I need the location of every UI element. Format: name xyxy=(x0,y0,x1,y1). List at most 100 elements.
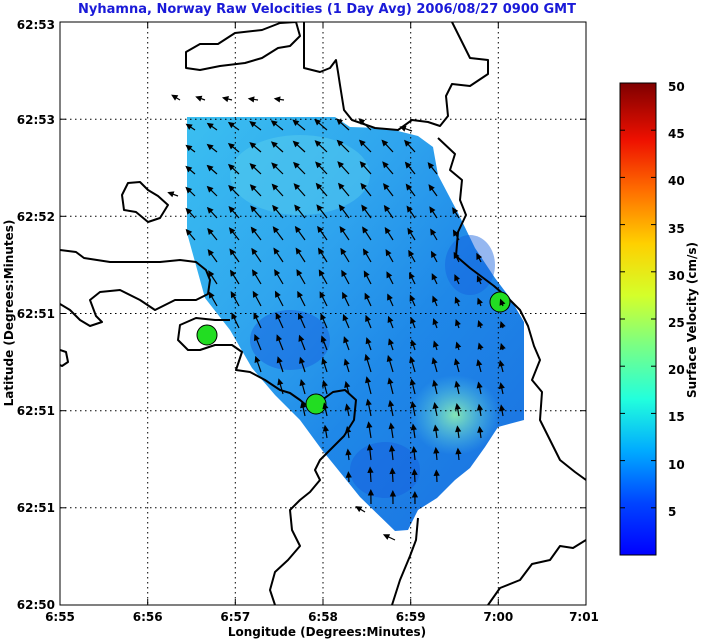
velocity-vector-head xyxy=(273,247,280,255)
velocity-vector-head xyxy=(249,142,257,149)
velocity-vector-head xyxy=(342,313,349,322)
velocity-vector-head xyxy=(432,379,439,387)
velocity-vector-head xyxy=(315,161,322,169)
velocity-vector-head xyxy=(206,206,214,214)
y-tick-label: 62:51 xyxy=(17,307,55,321)
velocity-vector-head xyxy=(229,248,236,256)
velocity-vector-head xyxy=(338,204,346,212)
velocity-lowspot xyxy=(350,442,420,498)
velocity-vector-head xyxy=(410,316,416,325)
velocity-vector-head xyxy=(185,207,193,215)
velocity-vector-head xyxy=(345,471,352,478)
velocity-vector-head xyxy=(249,163,257,170)
velocity-vector-head xyxy=(477,320,484,328)
velocity-vector-head xyxy=(399,125,407,132)
velocity-vector-head xyxy=(383,204,391,213)
velocity-vector-head xyxy=(477,297,483,305)
velocity-vector-head xyxy=(252,290,259,298)
y-tick-label: 62:51 xyxy=(17,501,55,515)
velocity-hotspot xyxy=(230,135,370,215)
velocity-vector-head xyxy=(230,290,237,299)
velocity-vector-head xyxy=(275,312,282,320)
velocity-vector-head xyxy=(277,378,284,386)
velocity-vector-head xyxy=(367,488,375,496)
velocity-vector-head xyxy=(411,445,418,453)
velocity-vector-head xyxy=(455,319,461,327)
x-axis-label: Longitude (Degrees:Minutes) xyxy=(228,625,426,639)
velocity-vector-head xyxy=(363,270,370,278)
velocity-vector-head xyxy=(455,341,462,349)
y-axis: 62:53 62:53 62:52 62:51 62:51 62:51 62:5… xyxy=(2,18,586,612)
velocity-vector-head xyxy=(432,402,439,409)
velocity-vector-head xyxy=(407,227,414,235)
velocity-vector-head xyxy=(410,339,417,347)
velocity-vector-head xyxy=(411,468,418,476)
velocity-vector-head xyxy=(317,247,325,255)
colorbar-tick-label: 30 xyxy=(668,269,685,283)
velocity-vector-head xyxy=(366,443,374,451)
velocity-vector-head xyxy=(321,357,328,365)
velocity-vector-head xyxy=(299,378,306,387)
velocity-vector-head xyxy=(185,165,193,173)
velocity-vector-head xyxy=(432,424,440,432)
velocity-vector-head xyxy=(406,205,413,213)
velocity-vector-head xyxy=(386,271,393,279)
colorbar-tick-label: 25 xyxy=(668,316,685,330)
velocity-vector-head xyxy=(405,183,413,191)
velocity-vector-head xyxy=(294,225,302,233)
velocity-vector-head xyxy=(250,205,257,213)
velocity-vector-head xyxy=(355,506,363,513)
velocity-vector-head xyxy=(388,338,394,346)
velocity-vector-head xyxy=(314,140,322,147)
velocity-vector-head xyxy=(388,422,395,430)
velocity-vector-head xyxy=(249,121,257,128)
y-tick-label: 62:50 xyxy=(17,598,55,612)
velocity-vector-head xyxy=(499,404,506,412)
velocity-vector-head xyxy=(337,182,345,190)
velocity-vector-head xyxy=(452,229,459,237)
velocity-vector-head xyxy=(498,359,505,367)
velocity-vector-head xyxy=(231,312,238,320)
velocity-vector-head xyxy=(476,403,484,411)
site-marker xyxy=(196,324,218,346)
velocity-vector-head xyxy=(433,469,440,476)
velocity-vector-head xyxy=(452,207,459,215)
velocity-vector-head xyxy=(341,269,348,277)
velocity-vector-head xyxy=(477,342,484,350)
velocity-vector-head xyxy=(388,444,396,452)
velocity-vector-head xyxy=(430,228,437,236)
velocity-vector-head xyxy=(409,272,415,280)
velocity-vector-head xyxy=(453,251,460,259)
velocity-vector-head xyxy=(454,274,460,282)
colorbar-tick-label: 35 xyxy=(668,222,685,236)
colorbar-gradient xyxy=(619,82,657,556)
velocity-vector-head xyxy=(453,358,460,366)
velocity-vector-head xyxy=(498,382,505,390)
velocity-vector-head xyxy=(299,356,305,364)
velocity-vector-head xyxy=(361,204,368,212)
velocity-vector-head xyxy=(384,226,391,235)
velocity-vector-head xyxy=(229,269,237,277)
velocity-vector-head xyxy=(427,162,435,170)
velocity-vector-head xyxy=(386,354,393,363)
y-tick-label: 62:53 xyxy=(17,113,55,127)
velocity-vector-head xyxy=(185,186,193,194)
velocity-vector-head xyxy=(432,340,439,348)
velocity-vector-head xyxy=(365,337,372,345)
velocity-vector-head xyxy=(270,141,278,148)
velocity-vector-head xyxy=(276,356,283,364)
velocity-vector-head xyxy=(319,291,326,299)
x-tick-label: 6:59 xyxy=(396,610,426,624)
velocity-vector-head xyxy=(383,183,390,191)
velocity-vector-head xyxy=(228,227,236,235)
velocity-vector-head xyxy=(409,294,416,302)
colorbar: 5 10 15 20 25 30 35 40 45 50 Surface Vel… xyxy=(619,80,699,556)
colorbar-tick-label: 10 xyxy=(668,458,685,472)
velocity-vector-head xyxy=(476,381,483,389)
velocity-vector-head xyxy=(454,380,461,388)
velocity-vector-head xyxy=(404,139,411,147)
colorbar-tick-label: 5 xyxy=(668,505,676,519)
x-tick-label: 7:00 xyxy=(483,610,513,624)
velocity-vector-head xyxy=(387,377,394,385)
velocity-vector-head xyxy=(389,490,397,497)
